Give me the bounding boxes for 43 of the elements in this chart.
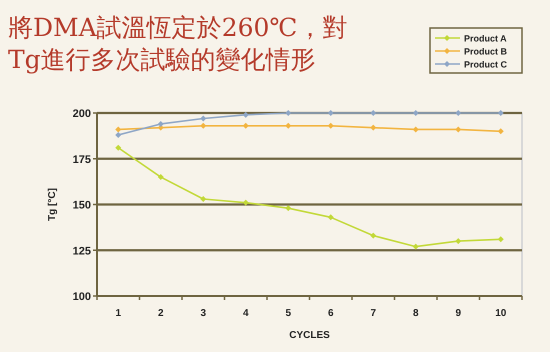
- point: [455, 126, 462, 132]
- point: [158, 174, 164, 180]
- y-tick-label: 100: [72, 291, 91, 303]
- x-tick-label: 9: [455, 308, 462, 319]
- x-tick-label: 3: [200, 308, 206, 319]
- x-tick-label: 10: [495, 308, 507, 319]
- point: [115, 144, 122, 151]
- point: [115, 126, 122, 132]
- point: [498, 110, 504, 116]
- point: [370, 232, 376, 239]
- legend-label: Product A: [464, 34, 508, 44]
- point: [498, 236, 504, 242]
- point: [455, 110, 462, 116]
- x-tick-label: 2: [158, 308, 164, 319]
- x-axis-title: CYCLES: [289, 330, 330, 341]
- point: [412, 244, 419, 250]
- x-tick-label: 7: [370, 308, 376, 319]
- point: [285, 205, 292, 212]
- y-tick-label: 200: [72, 108, 91, 120]
- legend-label: Product B: [464, 46, 508, 56]
- point: [115, 132, 122, 138]
- point: [328, 110, 334, 116]
- y-axis-title: Tg [°C]: [47, 188, 58, 221]
- x-tick-label: 8: [412, 308, 419, 319]
- point: [412, 126, 419, 132]
- point: [412, 110, 419, 116]
- y-tick-label: 150: [72, 200, 91, 212]
- point: [370, 110, 376, 116]
- x-tick-label: 6: [328, 308, 334, 319]
- y-tick-label: 125: [72, 245, 91, 258]
- legend-label: Product C: [464, 60, 508, 70]
- point: [242, 200, 249, 206]
- point: [285, 110, 292, 116]
- point: [455, 238, 462, 244]
- x-tick-label: 1: [115, 308, 122, 319]
- point: [158, 120, 164, 127]
- point: [328, 214, 334, 220]
- y-tick-label: 175: [72, 154, 91, 166]
- chart-title: 將DMA試溫恆定於260℃，對 Tg進行多次試驗的變化情形: [8, 13, 348, 74]
- x-tick-label: 4: [242, 308, 249, 319]
- point: [200, 115, 206, 122]
- x-tick-label: 5: [285, 308, 292, 319]
- point: [200, 196, 206, 202]
